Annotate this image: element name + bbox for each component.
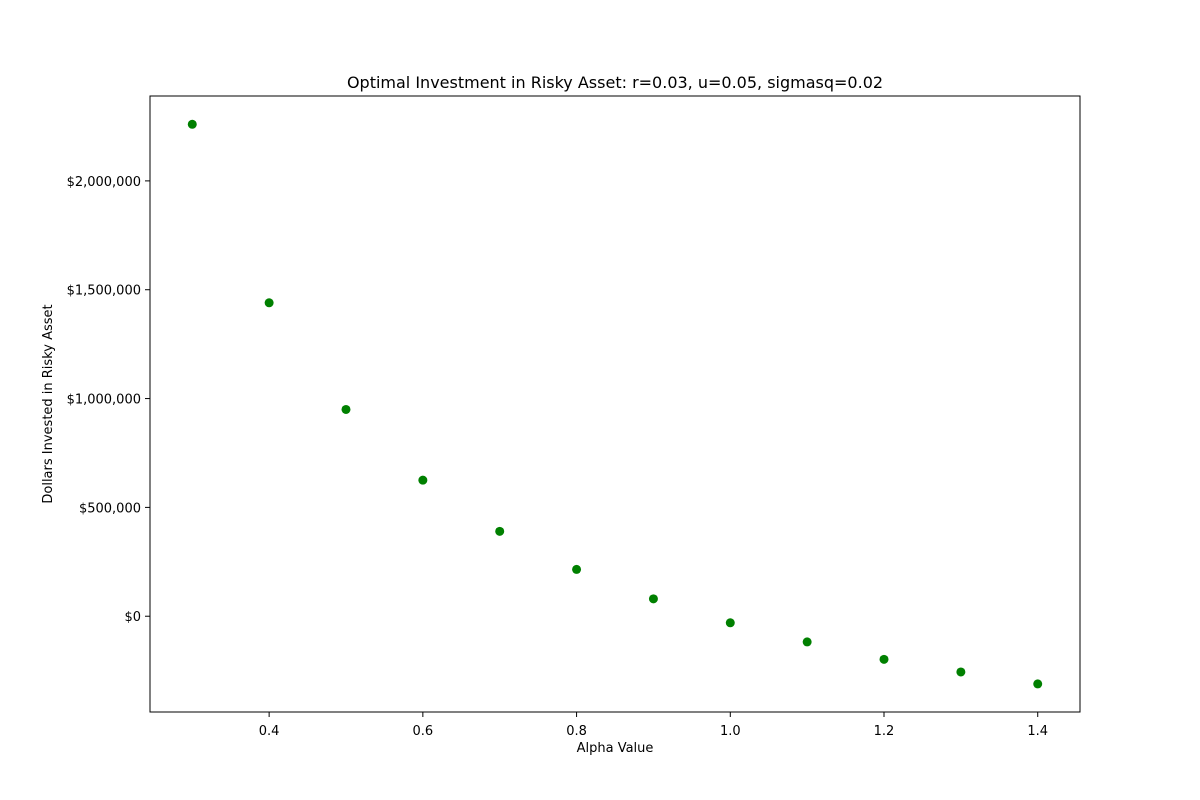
x-tick-label: 0.8 [566,724,587,739]
y-tick-label: $1,000,000 [67,393,141,408]
chart-title: Optimal Investment in Risky Asset: r=0.0… [347,73,883,92]
x-axis-ticks: 0.4 0.6 0.8 1.0 1.2 1.4 [259,712,1048,739]
x-tick-label: 0.4 [259,724,280,739]
x-tick-label: 1.2 [874,724,895,739]
data-points [187,119,1043,689]
x-tick-label: 1.0 [720,724,741,739]
data-point [418,475,428,485]
y-tick-label: $500,000 [79,501,141,516]
data-point [648,594,658,604]
y-tick-label: $2,000,000 [67,175,141,190]
data-point [802,637,812,647]
x-tick-label: 0.6 [413,724,434,739]
y-tick-label: $0 [124,610,141,625]
data-point [879,654,889,664]
x-axis-label: Alpha Value [577,741,654,756]
data-point [572,564,582,574]
data-point [1033,679,1043,689]
data-point [956,667,966,677]
y-axis-label: Dollars Invested in Risky Asset [41,304,56,503]
y-tick-label: $1,500,000 [67,284,141,299]
data-point [495,526,505,536]
data-point [341,404,351,414]
data-point [264,298,274,308]
data-point [725,618,735,628]
y-axis-ticks: $0 $500,000 $1,000,000 $1,500,000 $2,000,000 [67,175,150,625]
x-tick-label: 1.4 [1027,724,1048,739]
plot-area [149,95,1081,713]
data-point [187,119,197,129]
